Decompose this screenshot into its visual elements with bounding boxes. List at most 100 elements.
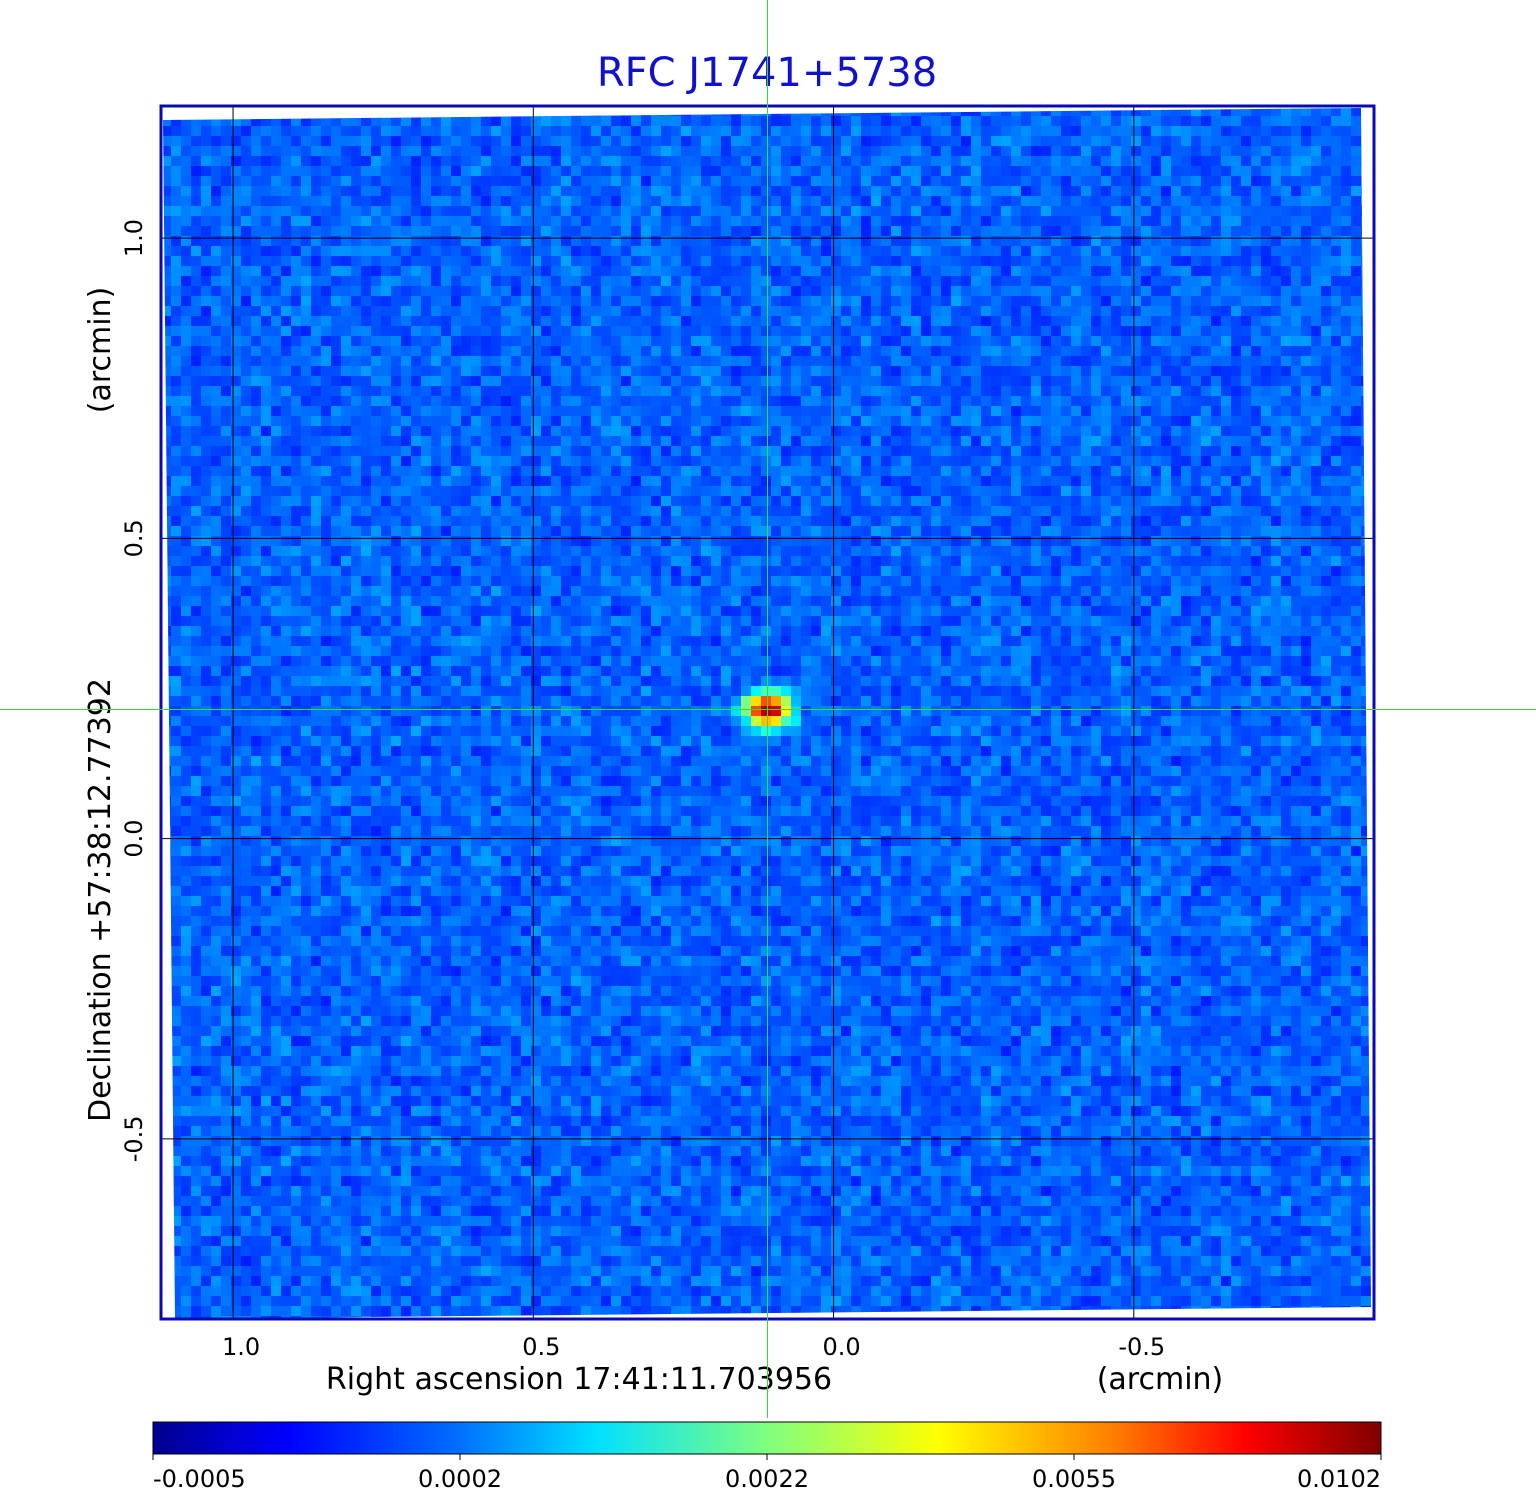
image-pixel: [221, 476, 231, 486]
image-pixel: [1051, 426, 1061, 436]
image-pixel: [461, 366, 471, 376]
image-pixel: [1161, 286, 1171, 296]
image-pixel: [871, 416, 881, 426]
image-pixel: [691, 306, 701, 316]
image-pixel: [1021, 126, 1031, 136]
image-pixel: [801, 186, 811, 196]
image-pixel: [691, 276, 701, 286]
image-pixel: [631, 226, 641, 236]
image-pixel: [1301, 236, 1311, 246]
image-pixel: [561, 326, 571, 336]
image-pixel: [1331, 396, 1341, 406]
image-pixel: [471, 246, 481, 256]
image-pixel: [531, 356, 541, 366]
image-pixel: [671, 256, 681, 266]
image-pixel: [1291, 226, 1301, 236]
image-pixel: [401, 146, 411, 156]
image-pixel: [461, 406, 471, 416]
image-pixel: [1011, 216, 1021, 226]
image-pixel: [851, 326, 861, 336]
image-pixel: [621, 116, 631, 126]
image-pixel: [241, 416, 251, 426]
image-pixel: [441, 156, 451, 166]
image-pixel: [861, 236, 871, 246]
image-pixel: [781, 156, 791, 166]
image-pixel: [1241, 356, 1251, 366]
image-pixel: [991, 476, 1001, 486]
image-pixel: [331, 386, 341, 396]
image-pixel: [501, 246, 511, 256]
image-pixel: [601, 426, 611, 436]
image-pixel: [281, 196, 291, 206]
image-pixel: [1331, 346, 1341, 356]
image-pixel: [901, 136, 911, 146]
image-pixel: [461, 346, 471, 356]
image-pixel: [821, 336, 831, 346]
image-pixel: [871, 456, 881, 466]
image-pixel: [221, 186, 231, 196]
image-pixel: [881, 426, 891, 436]
image-pixel: [621, 466, 631, 476]
image-pixel: [1171, 426, 1181, 436]
image-pixel: [621, 426, 631, 436]
image-pixel: [531, 486, 541, 496]
image-pixel: [581, 226, 591, 236]
image-pixel: [241, 466, 251, 476]
image-pixel: [451, 396, 461, 406]
image-pixel: [281, 136, 291, 146]
image-pixel: [1211, 376, 1221, 386]
image-pixel: [301, 286, 311, 296]
image-pixel: [721, 366, 731, 376]
image-pixel: [721, 136, 731, 146]
image-pixel: [191, 116, 201, 126]
image-pixel: [441, 356, 451, 366]
image-pixel: [1051, 316, 1061, 326]
image-pixel: [401, 496, 411, 506]
image-pixel: [341, 196, 351, 206]
image-pixel: [1281, 108, 1291, 116]
image-pixel: [331, 126, 341, 136]
image-pixel: [721, 186, 731, 196]
image-pixel: [1211, 346, 1221, 356]
image-pixel: [631, 326, 641, 336]
image-pixel: [371, 476, 381, 486]
image-pixel: [741, 416, 751, 426]
image-pixel: [1161, 156, 1171, 166]
image-pixel: [1331, 296, 1341, 306]
image-pixel: [1121, 456, 1131, 466]
image-pixel: [861, 136, 871, 146]
image-pixel: [461, 376, 471, 386]
image-pixel: [981, 306, 991, 316]
image-pixel: [1211, 496, 1221, 506]
image-pixel: [1011, 196, 1021, 206]
image-pixel: [871, 206, 881, 216]
image-pixel: [311, 246, 321, 256]
image-pixel: [191, 406, 201, 416]
image-pixel: [681, 326, 691, 336]
image-pixel: [1041, 406, 1051, 416]
image-pixel: [201, 426, 211, 436]
image-pixel: [1071, 166, 1081, 176]
image-pixel: [1051, 286, 1061, 296]
image-pixel: [741, 286, 751, 296]
image-pixel: [1281, 506, 1291, 516]
image-pixel: [1331, 496, 1341, 506]
image-pixel: [721, 436, 731, 446]
image-pixel: [1011, 466, 1021, 476]
image-pixel: [311, 296, 321, 306]
image-pixel: [1201, 306, 1211, 316]
image-pixel: [1301, 396, 1311, 406]
image-pixel: [451, 236, 461, 246]
image-pixel: [351, 456, 361, 466]
image-pixel: [991, 466, 1001, 476]
image-pixel: [381, 246, 391, 256]
image-pixel: [711, 166, 721, 176]
image-pixel: [1271, 496, 1281, 506]
image-pixel: [1321, 286, 1331, 296]
image-pixel: [1141, 476, 1151, 486]
image-pixel: [751, 186, 761, 196]
image-pixel: [291, 156, 301, 166]
image-pixel: [1291, 476, 1301, 486]
image-pixel: [1241, 486, 1251, 496]
image-pixel: [1281, 336, 1291, 346]
